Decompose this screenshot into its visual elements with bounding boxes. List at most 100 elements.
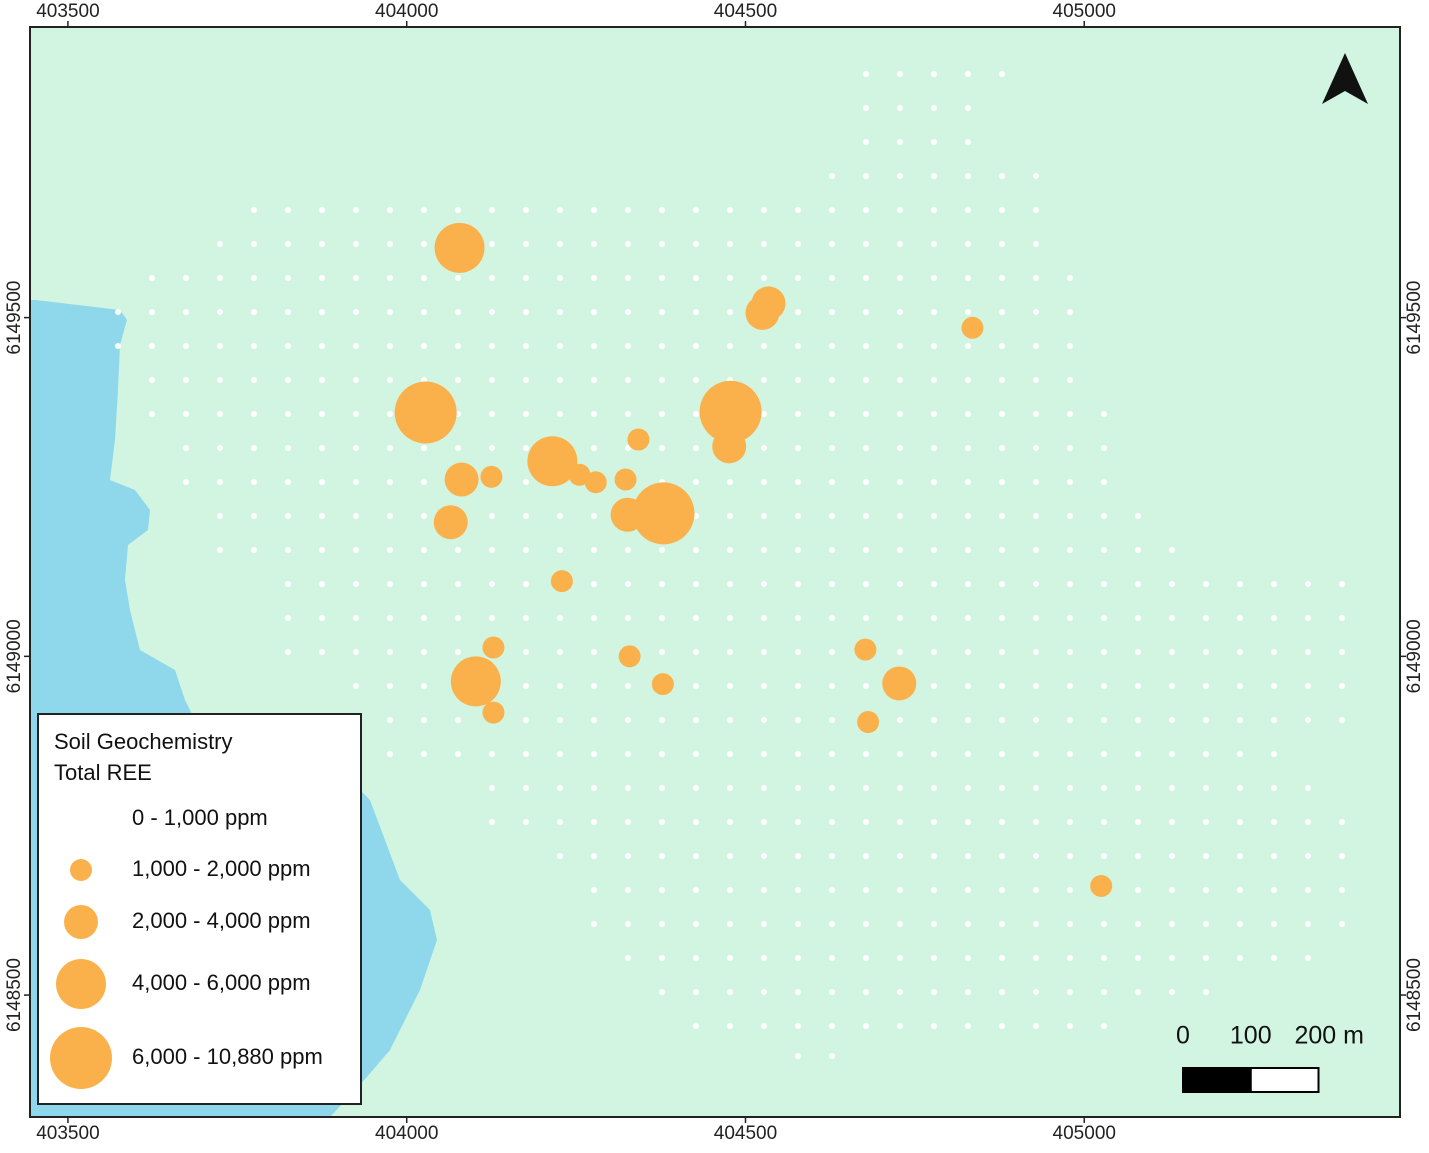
sample-dot bbox=[1101, 921, 1107, 927]
sample-dot bbox=[1135, 581, 1141, 587]
sample-dot bbox=[489, 513, 495, 519]
sample-dot bbox=[999, 921, 1005, 927]
sample-dot bbox=[863, 513, 869, 519]
sample-dot bbox=[353, 275, 359, 281]
sample-dot bbox=[795, 377, 801, 383]
sample-dot bbox=[1271, 717, 1277, 723]
sample-dot bbox=[829, 275, 835, 281]
sample-dot bbox=[863, 241, 869, 247]
sample-dot bbox=[693, 513, 699, 519]
sample-dot bbox=[1203, 989, 1209, 995]
sample-dot bbox=[965, 173, 971, 179]
sample-dot bbox=[489, 785, 495, 791]
x-tick-label: 404000 bbox=[375, 1123, 438, 1144]
sample-dot bbox=[319, 343, 325, 349]
legend-symbol bbox=[56, 959, 106, 1009]
sample-dot bbox=[659, 785, 665, 791]
sample-dot bbox=[591, 853, 597, 859]
sample-dot bbox=[1237, 717, 1243, 723]
sample-dot bbox=[1135, 853, 1141, 859]
sample-dot bbox=[285, 377, 291, 383]
sample-dot bbox=[965, 513, 971, 519]
sample-dot bbox=[897, 445, 903, 451]
sample-dot bbox=[217, 445, 223, 451]
sample-dot bbox=[387, 547, 393, 553]
sample-circle bbox=[632, 482, 695, 545]
sample-circle bbox=[882, 666, 917, 701]
sample-dot bbox=[353, 615, 359, 621]
sample-dot bbox=[659, 411, 665, 417]
sample-dot bbox=[897, 513, 903, 519]
sample-dot bbox=[319, 275, 325, 281]
sample-dot bbox=[1101, 1023, 1107, 1029]
sample-dot bbox=[387, 309, 393, 315]
sample-dot bbox=[1067, 1023, 1073, 1029]
sample-dot bbox=[1067, 513, 1073, 519]
sample-dot bbox=[1169, 615, 1175, 621]
sample-dot bbox=[455, 547, 461, 553]
sample-dot bbox=[557, 819, 563, 825]
sample-dot bbox=[387, 513, 393, 519]
sample-dot bbox=[795, 989, 801, 995]
sample-dot bbox=[1271, 785, 1277, 791]
sample-dot bbox=[897, 921, 903, 927]
sample-dot bbox=[217, 309, 223, 315]
sample-dot bbox=[387, 343, 393, 349]
sample-dot bbox=[727, 887, 733, 893]
sample-dot bbox=[1067, 819, 1073, 825]
sample-circle bbox=[618, 645, 641, 668]
sample-dot bbox=[149, 275, 155, 281]
sample-dot bbox=[251, 207, 257, 213]
scale-segment bbox=[1249, 1067, 1320, 1093]
sample-dot bbox=[217, 513, 223, 519]
scale-segment bbox=[1182, 1067, 1252, 1093]
sample-dot bbox=[319, 615, 325, 621]
scale-bar: 0 100 200 m bbox=[1176, 1022, 1364, 1093]
sample-dot bbox=[795, 309, 801, 315]
sample-dot bbox=[387, 241, 393, 247]
sample-dot bbox=[1203, 853, 1209, 859]
sample-dot bbox=[659, 547, 665, 553]
sample-dot bbox=[251, 479, 257, 485]
sample-dot bbox=[557, 411, 563, 417]
sample-dot bbox=[659, 309, 665, 315]
sample-dot bbox=[693, 717, 699, 723]
sample-dot bbox=[999, 819, 1005, 825]
sample-dot bbox=[1067, 445, 1073, 451]
sample-dot bbox=[591, 615, 597, 621]
sample-dot bbox=[829, 921, 835, 927]
sample-dot bbox=[693, 683, 699, 689]
sample-dot bbox=[1067, 309, 1073, 315]
sample-dot bbox=[897, 105, 903, 111]
sample-dot bbox=[387, 377, 393, 383]
sample-dot bbox=[829, 513, 835, 519]
sample-dot bbox=[319, 513, 325, 519]
sample-dot bbox=[931, 547, 937, 553]
sample-dot bbox=[829, 343, 835, 349]
sample-dot bbox=[1135, 649, 1141, 655]
sample-dot bbox=[353, 649, 359, 655]
sample-dot bbox=[795, 853, 801, 859]
sample-dot bbox=[489, 445, 495, 451]
sample-dot bbox=[251, 377, 257, 383]
sample-dot bbox=[965, 445, 971, 451]
sample-dot bbox=[1101, 955, 1107, 961]
sample-dot bbox=[1169, 683, 1175, 689]
sample-dot bbox=[863, 887, 869, 893]
sample-dot bbox=[455, 343, 461, 349]
sample-dot bbox=[795, 343, 801, 349]
sample-dot bbox=[1067, 887, 1073, 893]
sample-dot bbox=[421, 615, 427, 621]
sample-dot bbox=[761, 955, 767, 961]
sample-dot bbox=[1305, 683, 1311, 689]
sample-dot bbox=[523, 343, 529, 349]
sample-dot bbox=[1033, 207, 1039, 213]
sample-dot bbox=[625, 683, 631, 689]
sample-dot bbox=[1033, 683, 1039, 689]
sample-dot bbox=[217, 275, 223, 281]
sample-circle bbox=[444, 462, 479, 497]
sample-dot bbox=[387, 207, 393, 213]
sample-dot bbox=[693, 819, 699, 825]
sample-dot bbox=[1203, 581, 1209, 587]
